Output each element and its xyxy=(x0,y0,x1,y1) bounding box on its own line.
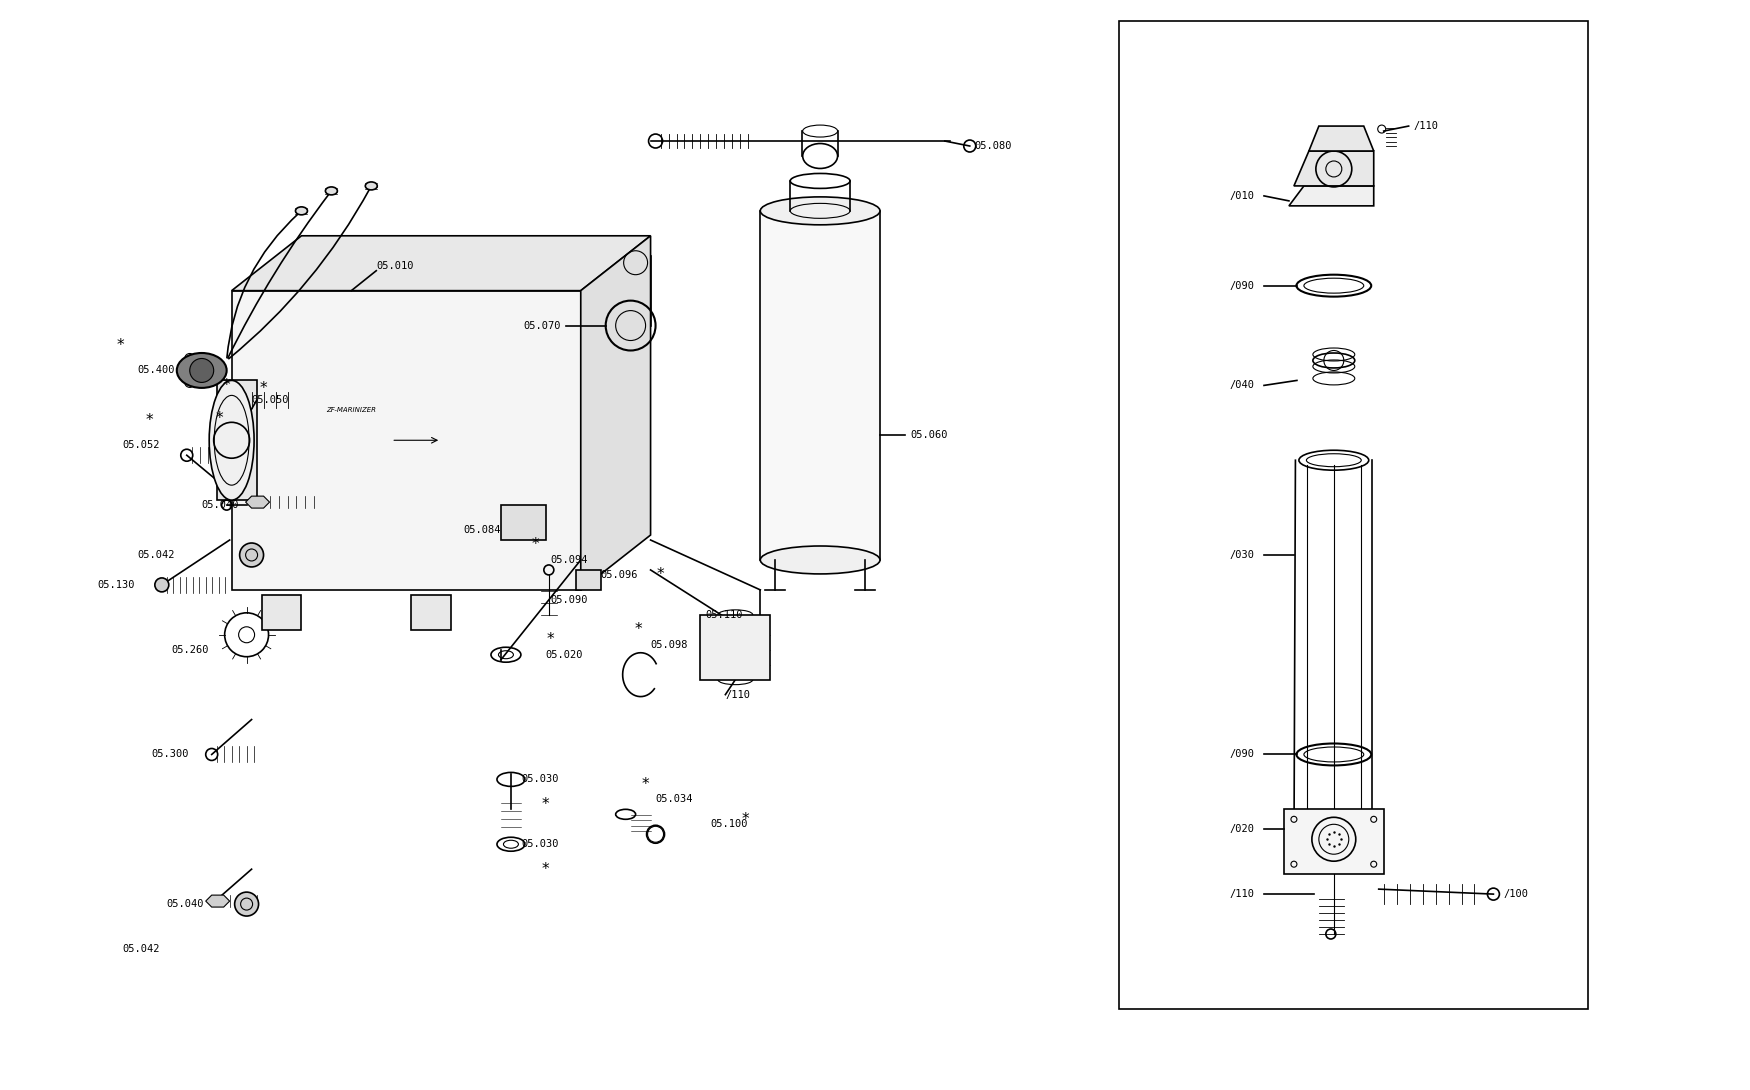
Text: 05.260: 05.260 xyxy=(172,644,210,655)
Polygon shape xyxy=(245,496,270,508)
Text: 05.052: 05.052 xyxy=(123,440,159,450)
Ellipse shape xyxy=(326,186,338,195)
Text: ZF-MARINIZER: ZF-MARINIZER xyxy=(326,408,376,413)
Circle shape xyxy=(234,892,259,916)
Text: *: * xyxy=(635,622,642,638)
Circle shape xyxy=(240,543,264,567)
Bar xyxy=(1120,22,1589,1009)
Text: /090: /090 xyxy=(1228,750,1255,760)
Text: 05.020: 05.020 xyxy=(546,650,583,659)
Bar xyxy=(500,505,546,540)
Circle shape xyxy=(154,578,168,592)
Bar xyxy=(760,210,880,560)
Circle shape xyxy=(189,359,214,383)
Text: 05.400: 05.400 xyxy=(136,365,175,375)
Polygon shape xyxy=(411,595,452,630)
Text: 05.030: 05.030 xyxy=(522,839,558,849)
Text: 05.040: 05.040 xyxy=(201,500,240,510)
Text: /110: /110 xyxy=(1414,121,1438,131)
Bar xyxy=(700,615,770,680)
Text: /010: /010 xyxy=(1228,191,1255,201)
Text: *: * xyxy=(116,338,124,353)
Text: /040: /040 xyxy=(1228,380,1255,390)
Text: 05.096: 05.096 xyxy=(600,570,639,580)
Polygon shape xyxy=(261,595,301,630)
Text: /110: /110 xyxy=(1228,889,1255,899)
Text: *: * xyxy=(532,537,539,553)
Text: 05.034: 05.034 xyxy=(656,795,693,804)
Ellipse shape xyxy=(210,380,254,500)
Polygon shape xyxy=(581,235,651,590)
Text: 05.042: 05.042 xyxy=(136,550,175,560)
Ellipse shape xyxy=(760,197,880,225)
Bar xyxy=(576,570,600,590)
Text: 05.050: 05.050 xyxy=(252,396,289,405)
Text: /110: /110 xyxy=(726,690,751,700)
Ellipse shape xyxy=(296,207,308,215)
Polygon shape xyxy=(231,235,651,291)
Text: 05.030: 05.030 xyxy=(522,774,558,785)
Text: 05.060: 05.060 xyxy=(910,431,947,440)
Text: 05.042: 05.042 xyxy=(123,944,159,954)
Bar xyxy=(231,291,581,590)
Text: /020: /020 xyxy=(1228,824,1255,834)
Text: *: * xyxy=(259,380,268,396)
Text: 05.094: 05.094 xyxy=(551,555,588,565)
Text: /090: /090 xyxy=(1228,280,1255,291)
Polygon shape xyxy=(1290,186,1374,206)
Polygon shape xyxy=(217,380,257,500)
Text: 05.010: 05.010 xyxy=(376,261,413,270)
Text: *: * xyxy=(642,777,649,792)
Ellipse shape xyxy=(760,546,880,574)
Text: *: * xyxy=(145,413,154,427)
Text: 05.090: 05.090 xyxy=(551,595,588,605)
Text: *: * xyxy=(542,862,550,876)
Text: 05.084: 05.084 xyxy=(464,525,500,535)
Ellipse shape xyxy=(177,353,228,388)
Text: 05.070: 05.070 xyxy=(523,320,560,330)
Polygon shape xyxy=(1293,152,1374,186)
Text: 05.300: 05.300 xyxy=(152,750,189,760)
Text: 05.110: 05.110 xyxy=(705,609,744,620)
Text: *: * xyxy=(215,411,224,426)
Text: 05.130: 05.130 xyxy=(96,580,135,590)
Polygon shape xyxy=(206,895,229,907)
Text: /100: /100 xyxy=(1503,889,1528,899)
Text: *: * xyxy=(548,632,555,647)
Text: *: * xyxy=(742,812,749,827)
Text: /030: /030 xyxy=(1228,550,1255,560)
Text: *: * xyxy=(222,378,231,392)
Text: *: * xyxy=(656,568,665,582)
Text: 05.040: 05.040 xyxy=(166,899,205,909)
Ellipse shape xyxy=(366,182,378,190)
Text: *: * xyxy=(542,797,550,812)
Polygon shape xyxy=(1309,126,1374,152)
Text: 05.098: 05.098 xyxy=(651,640,688,650)
Text: 05.100: 05.100 xyxy=(710,820,747,829)
Polygon shape xyxy=(1284,809,1384,874)
Text: 05.080: 05.080 xyxy=(975,141,1012,152)
